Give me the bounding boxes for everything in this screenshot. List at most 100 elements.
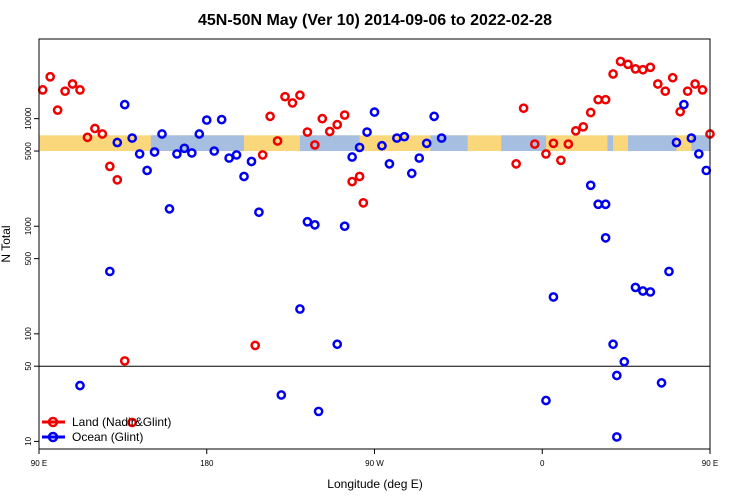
data-point: [593, 199, 604, 210]
data-point: [67, 79, 78, 89]
band-ocean-2: [430, 135, 468, 152]
data-point: [608, 69, 618, 79]
data-point: [399, 131, 410, 142]
data-point: [638, 286, 648, 296]
data-point: [194, 129, 205, 139]
data-point: [362, 127, 372, 137]
x-axis-label: Longitude (deg E): [327, 477, 422, 491]
data-point: [347, 152, 357, 162]
data-point: [37, 85, 48, 95]
data-point: [201, 115, 212, 125]
data-point: [436, 133, 447, 143]
data-point: [119, 99, 130, 110]
data-point: [406, 168, 417, 179]
chart-title: 45N-50N May (Ver 10) 2014-09-06 to 2022-…: [198, 12, 552, 29]
data-point: [548, 292, 559, 302]
data-point: [429, 111, 439, 122]
data-point: [295, 304, 305, 314]
data-point: [104, 266, 115, 277]
data-point: [209, 146, 220, 156]
data-point: [52, 105, 63, 115]
data-point: [608, 339, 618, 350]
data-point: [75, 85, 85, 95]
data-point: [186, 148, 197, 158]
data-point: [630, 64, 641, 74]
data-point: [585, 180, 596, 191]
data-point: [585, 107, 596, 118]
data-point: [664, 266, 674, 277]
y-tick-label: 100: [24, 327, 33, 341]
data-point: [157, 129, 167, 139]
legend-land-label: Land (Nadir&Glint): [72, 415, 171, 429]
data-point: [112, 174, 123, 185]
data-point: [295, 90, 305, 101]
data-point: [682, 86, 693, 97]
data-point: [302, 216, 313, 227]
data-point: [600, 232, 611, 243]
data-point: [310, 140, 320, 150]
y-tick-label: 10000: [24, 107, 33, 130]
data-point: [518, 103, 529, 114]
data-point: [511, 159, 522, 169]
data-point: [377, 140, 387, 151]
map-band: [39, 135, 710, 152]
data-point: [675, 106, 686, 117]
band-ocean-1: [299, 135, 360, 152]
data-point: [276, 390, 287, 400]
legend-ocean-marker: [47, 431, 59, 443]
data-point: [332, 119, 343, 130]
data-point: [701, 165, 712, 176]
data-point: [317, 113, 328, 124]
y-tick-label: 50: [24, 361, 33, 370]
data-point: [630, 282, 641, 293]
data-point: [119, 356, 130, 366]
data-point: [104, 161, 115, 172]
data-point: [75, 380, 85, 391]
y-tick-label: 10: [24, 436, 33, 445]
data-point: [384, 159, 395, 169]
data-point: [611, 370, 622, 381]
data-point: [265, 111, 275, 122]
data-point: [280, 91, 290, 102]
data-point: [224, 153, 234, 163]
data-point: [548, 138, 559, 149]
y-axis: 10 50 100 500 1000 5000 10000: [24, 107, 39, 446]
data-point: [332, 339, 343, 350]
legend-ocean-label: Ocean (Glint): [72, 430, 143, 444]
data-point: [347, 176, 357, 187]
data-point: [556, 155, 566, 166]
data-point: [660, 86, 671, 97]
y-tick-label: 500: [24, 251, 33, 265]
data-point: [414, 153, 425, 163]
data-point: [578, 121, 589, 132]
data-point: [623, 59, 633, 70]
data-point: [656, 378, 667, 388]
data-point: [541, 395, 551, 406]
data-point: [310, 220, 320, 230]
band-ocean-0: [150, 135, 245, 152]
data-point: [529, 139, 540, 149]
data-point: [45, 71, 56, 82]
band-ocean-5: [627, 135, 677, 152]
data-point: [90, 123, 100, 134]
band-ocean-4: [607, 135, 614, 152]
data-point: [679, 99, 689, 110]
data-point: [354, 171, 365, 182]
x-tick-label: 90 E: [31, 459, 47, 468]
data-point: [142, 165, 152, 176]
data-point: [246, 156, 257, 167]
series-layer: [37, 56, 715, 442]
legend: Land (Nadir&Glint) Ocean (Glint): [42, 415, 171, 444]
data-point: [693, 149, 704, 159]
data-point: [239, 171, 249, 182]
x-tick-label: 180: [200, 459, 214, 468]
y-tick-label: 5000: [24, 142, 33, 160]
data-point: [172, 149, 182, 159]
data-point: [570, 126, 581, 136]
data-point: [272, 136, 283, 146]
data-point: [60, 86, 70, 97]
x-axis: 90 E 180 90 W 0 90 E: [31, 449, 718, 468]
data-point: [134, 149, 145, 159]
y-tick-label: 1000: [24, 217, 33, 235]
data-point: [82, 132, 93, 143]
